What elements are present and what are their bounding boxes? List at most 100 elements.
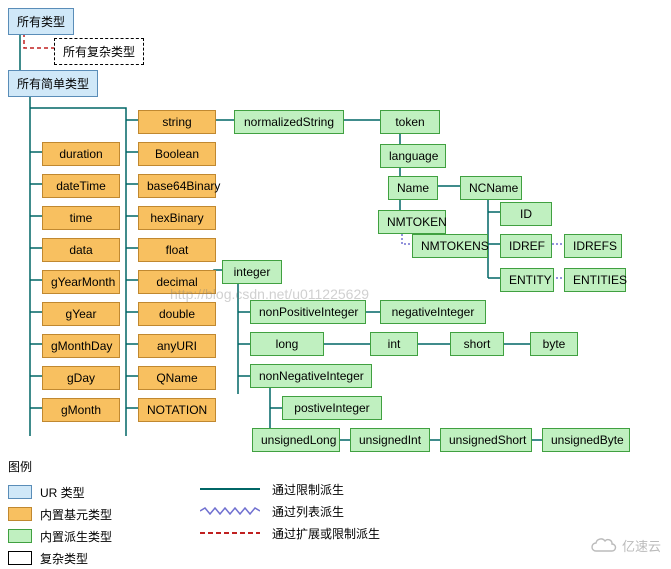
label: duration [59, 147, 102, 161]
node-data: data [42, 238, 120, 262]
node-nmtokens: NMTOKENS [412, 234, 488, 258]
label: integer [234, 265, 271, 279]
label: ENTITIES [573, 273, 627, 287]
label: negativeInteger [392, 305, 475, 319]
node-string: string [138, 110, 216, 134]
legend-label: 内置基元类型 [40, 506, 112, 523]
legend-row-derived: 内置派生类型 [8, 525, 112, 547]
label: gMonth [61, 403, 101, 417]
node-short: short [450, 332, 504, 356]
label: IDREFS [573, 239, 617, 253]
legend-label: 通过列表派生 [272, 503, 344, 520]
label: byte [543, 337, 566, 351]
node-all-types: 所有类型 [8, 8, 74, 35]
node-unsignedlong: unsignedLong [252, 428, 340, 452]
label: gMonthDay [51, 339, 112, 353]
logo: 亿速云 [590, 536, 661, 555]
label: language [389, 149, 438, 163]
label: NMTOKENS [421, 239, 489, 253]
node-name: Name [388, 176, 438, 200]
label: NCName [469, 181, 518, 195]
label: data [69, 243, 92, 257]
legend-line-restrict: 通过限制派生 [200, 478, 380, 500]
label: gYear [66, 307, 97, 321]
label: gDay [67, 371, 95, 385]
node-gmonth: gMonth [42, 398, 120, 422]
legend-label: UR 类型 [40, 484, 85, 501]
legend-label: 复杂类型 [40, 550, 88, 567]
node-gyearmonth: gYearMonth [42, 270, 120, 294]
label: ID [520, 207, 532, 221]
node-int: int [370, 332, 418, 356]
node-boolean: Boolean [138, 142, 216, 166]
node-entities: ENTITIES [564, 268, 626, 292]
node-gday: gDay [42, 366, 120, 390]
node-duration: duration [42, 142, 120, 166]
legend-row-ur: UR 类型 [8, 481, 112, 503]
label: 所有类型 [17, 15, 65, 29]
legend: 图例 UR 类型 内置基元类型 内置派生类型 复杂类型 [8, 458, 112, 569]
node-nonnegativeinteger: nonNegativeInteger [250, 364, 372, 388]
label: decimal [156, 275, 197, 289]
label: base64Binary [147, 179, 220, 193]
legend-label: 通过扩展或限制派生 [272, 525, 380, 542]
label: Name [397, 181, 429, 195]
label: ENTITY [509, 273, 552, 287]
label: unsignedLong [261, 433, 336, 447]
swatch-primitive [8, 507, 32, 521]
node-idrefs: IDREFS [564, 234, 622, 258]
label: NMTOKEN [387, 215, 447, 229]
node-unsignedint: unsignedInt [350, 428, 430, 452]
node-normalizedstring: normalizedString [234, 110, 344, 134]
node-base64binary: base64Binary [138, 174, 216, 198]
label: nonPositiveInteger [259, 305, 358, 319]
legend-title: 图例 [8, 458, 112, 475]
node-byte: byte [530, 332, 578, 356]
label: normalizedString [244, 115, 334, 129]
node-nmtoken: NMTOKEN [378, 210, 446, 234]
node-token: token [380, 110, 440, 134]
label: long [276, 337, 299, 351]
node-entity: ENTITY [500, 268, 554, 292]
swatch-ur [8, 485, 32, 499]
label: float [166, 243, 189, 257]
label: QName [156, 371, 197, 385]
node-time: time [42, 206, 120, 230]
label: int [388, 337, 401, 351]
node-language: language [380, 144, 446, 168]
legend-line-ext: 通过扩展或限制派生 [200, 522, 380, 544]
node-gmonthday: gMonthDay [42, 334, 120, 358]
node-qname: QName [138, 366, 216, 390]
label: dateTime [56, 179, 106, 193]
label: short [464, 337, 491, 351]
node-nonpositiveinteger: nonPositiveInteger [250, 300, 366, 324]
label: 所有简单类型 [17, 77, 89, 91]
label: anyURI [157, 339, 197, 353]
node-id: ID [500, 202, 552, 226]
node-double: double [138, 302, 216, 326]
node-all-complex: 所有复杂类型 [54, 38, 144, 65]
logo-text: 亿速云 [622, 536, 661, 555]
cloud-icon [590, 537, 618, 555]
label: nonNegativeInteger [259, 369, 364, 383]
node-integer: integer [222, 260, 282, 284]
node-unsignedshort: unsignedShort [440, 428, 532, 452]
swatch-derived [8, 529, 32, 543]
label: 所有复杂类型 [63, 45, 135, 59]
node-idref: IDREF [500, 234, 552, 258]
node-anyuri: anyURI [138, 334, 216, 358]
node-all-simple: 所有简单类型 [8, 70, 98, 97]
node-negativeinteger: negativeInteger [380, 300, 486, 324]
legend-label: 通过限制派生 [272, 481, 344, 498]
label: hexBinary [150, 211, 203, 225]
label: IDREF [509, 239, 545, 253]
label: token [395, 115, 424, 129]
label: Boolean [155, 147, 199, 161]
legend-row-complex: 复杂类型 [8, 547, 112, 569]
node-datetime: dateTime [42, 174, 120, 198]
node-float: float [138, 238, 216, 262]
node-gyear: gYear [42, 302, 120, 326]
node-unsignedbyte: unsignedByte [542, 428, 630, 452]
node-hexbinary: hexBinary [138, 206, 216, 230]
node-notation: NOTATION [138, 398, 216, 422]
